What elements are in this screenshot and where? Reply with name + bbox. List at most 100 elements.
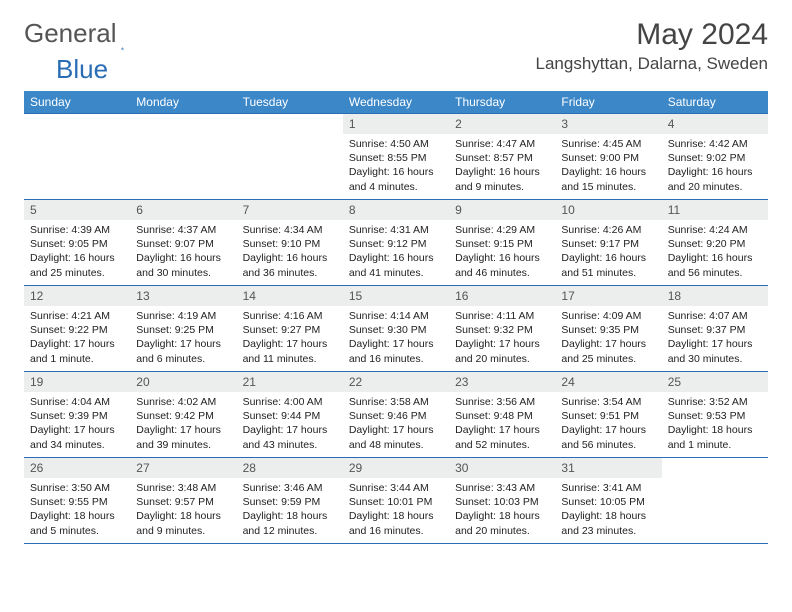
day-details: Sunrise: 4:14 AMSunset: 9:30 PMDaylight:… (343, 306, 449, 368)
day-number: 9 (449, 200, 555, 220)
day-number: 7 (237, 200, 343, 220)
day-detail-line: and 5 minutes. (30, 524, 124, 538)
day-detail-line: Daylight: 18 hours (136, 509, 230, 523)
day-detail-line: Sunrise: 4:45 AM (561, 137, 655, 151)
day-detail-line: and 20 minutes. (455, 352, 549, 366)
day-number: 30 (449, 458, 555, 478)
day-detail-line: and 4 minutes. (349, 180, 443, 194)
day-detail-line: and 9 minutes. (455, 180, 549, 194)
day-number: 22 (343, 372, 449, 392)
day-number: 10 (555, 200, 661, 220)
day-detail-line: and 36 minutes. (243, 266, 337, 280)
day-details: Sunrise: 4:19 AMSunset: 9:25 PMDaylight:… (130, 306, 236, 368)
calendar-week-row: 26Sunrise: 3:50 AMSunset: 9:55 PMDayligh… (24, 458, 768, 544)
day-number: 6 (130, 200, 236, 220)
weekday-header: Sunday (24, 91, 130, 114)
day-detail-line: and 20 minutes. (455, 524, 549, 538)
day-detail-line: Sunset: 9:20 PM (668, 237, 762, 251)
day-details: Sunrise: 4:04 AMSunset: 9:39 PMDaylight:… (24, 392, 130, 454)
day-detail-line: Daylight: 17 hours (455, 337, 549, 351)
day-detail-line: Sunrise: 4:19 AM (136, 309, 230, 323)
day-detail-line: and 39 minutes. (136, 438, 230, 452)
day-detail-line: Daylight: 16 hours (668, 165, 762, 179)
calendar-day-cell (237, 114, 343, 200)
day-details: Sunrise: 4:00 AMSunset: 9:44 PMDaylight:… (237, 392, 343, 454)
calendar-day-cell: 15Sunrise: 4:14 AMSunset: 9:30 PMDayligh… (343, 286, 449, 372)
day-detail-line: and 51 minutes. (561, 266, 655, 280)
day-detail-line: and 12 minutes. (243, 524, 337, 538)
day-detail-line: Sunset: 8:57 PM (455, 151, 549, 165)
location: Langshyttan, Dalarna, Sweden (536, 54, 769, 74)
day-number: 17 (555, 286, 661, 306)
day-detail-line: Sunset: 9:35 PM (561, 323, 655, 337)
day-number: 2 (449, 114, 555, 134)
day-detail-line: Daylight: 17 hours (349, 423, 443, 437)
day-detail-line: and 48 minutes. (349, 438, 443, 452)
day-detail-line: and 52 minutes. (455, 438, 549, 452)
day-detail-line: Daylight: 16 hours (561, 251, 655, 265)
calendar-day-cell: 3 Sunrise: 4:45 AMSunset: 9:00 PMDaylight… (555, 114, 661, 200)
day-detail-line: Daylight: 18 hours (30, 509, 124, 523)
calendar-day-cell: 22Sunrise: 3:58 AMSunset: 9:46 PMDayligh… (343, 372, 449, 458)
day-detail-line: Sunset: 9:07 PM (136, 237, 230, 251)
day-detail-line: Sunrise: 4:02 AM (136, 395, 230, 409)
day-details: Sunrise: 3:46 AMSunset: 9:59 PMDaylight:… (237, 478, 343, 540)
day-detail-line: Sunrise: 3:58 AM (349, 395, 443, 409)
day-number (130, 114, 236, 134)
day-detail-line: Sunrise: 4:14 AM (349, 309, 443, 323)
day-number: 31 (555, 458, 661, 478)
calendar-day-cell: 10Sunrise: 4:26 AMSunset: 9:17 PMDayligh… (555, 200, 661, 286)
day-number: 25 (662, 372, 768, 392)
day-detail-line: Daylight: 18 hours (561, 509, 655, 523)
calendar-day-cell: 17Sunrise: 4:09 AMSunset: 9:35 PMDayligh… (555, 286, 661, 372)
title-block: May 2024 Langshyttan, Dalarna, Sweden (536, 18, 769, 74)
day-detail-line: Sunrise: 3:54 AM (561, 395, 655, 409)
day-detail-line: Sunset: 9:15 PM (455, 237, 549, 251)
day-detail-line: Daylight: 16 hours (349, 165, 443, 179)
day-detail-line: and 34 minutes. (30, 438, 124, 452)
day-number: 8 (343, 200, 449, 220)
calendar-body: 1Sunrise: 4:50 AMSunset: 8:55 PMDaylight… (24, 114, 768, 544)
calendar-day-cell: 30Sunrise: 3:43 AMSunset: 10:03 PMDaylig… (449, 458, 555, 544)
day-detail-line: Sunrise: 4:26 AM (561, 223, 655, 237)
day-detail-line: Sunset: 9:37 PM (668, 323, 762, 337)
calendar-day-cell: 2Sunrise: 4:47 AMSunset: 8:57 PMDaylight… (449, 114, 555, 200)
day-detail-line: Sunset: 9:10 PM (243, 237, 337, 251)
calendar-day-cell: 19Sunrise: 4:04 AMSunset: 9:39 PMDayligh… (24, 372, 130, 458)
weekday-header: Thursday (449, 91, 555, 114)
day-number (662, 458, 768, 478)
logo-text-general: General (24, 18, 117, 49)
day-detail-line: and 16 minutes. (349, 524, 443, 538)
day-details: Sunrise: 3:52 AMSunset: 9:53 PMDaylight:… (662, 392, 768, 454)
day-detail-line: and 6 minutes. (136, 352, 230, 366)
day-detail-line: Sunrise: 3:56 AM (455, 395, 549, 409)
day-details: Sunrise: 4:09 AMSunset: 9:35 PMDaylight:… (555, 306, 661, 368)
day-details: Sunrise: 4:31 AMSunset: 9:12 PMDaylight:… (343, 220, 449, 282)
day-detail-line: Daylight: 17 hours (561, 423, 655, 437)
day-detail-line: and 1 minute. (668, 438, 762, 452)
calendar-day-cell: 4Sunrise: 4:42 AMSunset: 9:02 PMDaylight… (662, 114, 768, 200)
day-detail-line: Sunset: 9:42 PM (136, 409, 230, 423)
day-detail-line: Sunset: 9:02 PM (668, 151, 762, 165)
day-detail-line: Daylight: 16 hours (561, 165, 655, 179)
day-details (237, 134, 343, 139)
day-detail-line: Daylight: 17 hours (136, 423, 230, 437)
day-detail-line: Sunrise: 3:44 AM (349, 481, 443, 495)
day-detail-line: Sunrise: 3:50 AM (30, 481, 124, 495)
day-number: 3 (555, 114, 661, 134)
day-detail-line: Daylight: 16 hours (455, 251, 549, 265)
day-detail-line: Sunset: 9:57 PM (136, 495, 230, 509)
calendar-day-cell: 14Sunrise: 4:16 AMSunset: 9:27 PMDayligh… (237, 286, 343, 372)
day-number: 26 (24, 458, 130, 478)
day-number: 19 (24, 372, 130, 392)
day-number: 11 (662, 200, 768, 220)
day-detail-line: Daylight: 17 hours (243, 337, 337, 351)
day-number: 27 (130, 458, 236, 478)
day-detail-line: Daylight: 16 hours (30, 251, 124, 265)
calendar-day-cell: 18Sunrise: 4:07 AMSunset: 9:37 PMDayligh… (662, 286, 768, 372)
day-detail-line: Daylight: 17 hours (349, 337, 443, 351)
day-detail-line: Sunset: 9:00 PM (561, 151, 655, 165)
day-detail-line: Sunrise: 4:42 AM (668, 137, 762, 151)
day-detail-line: and 43 minutes. (243, 438, 337, 452)
weekday-header: Friday (555, 91, 661, 114)
